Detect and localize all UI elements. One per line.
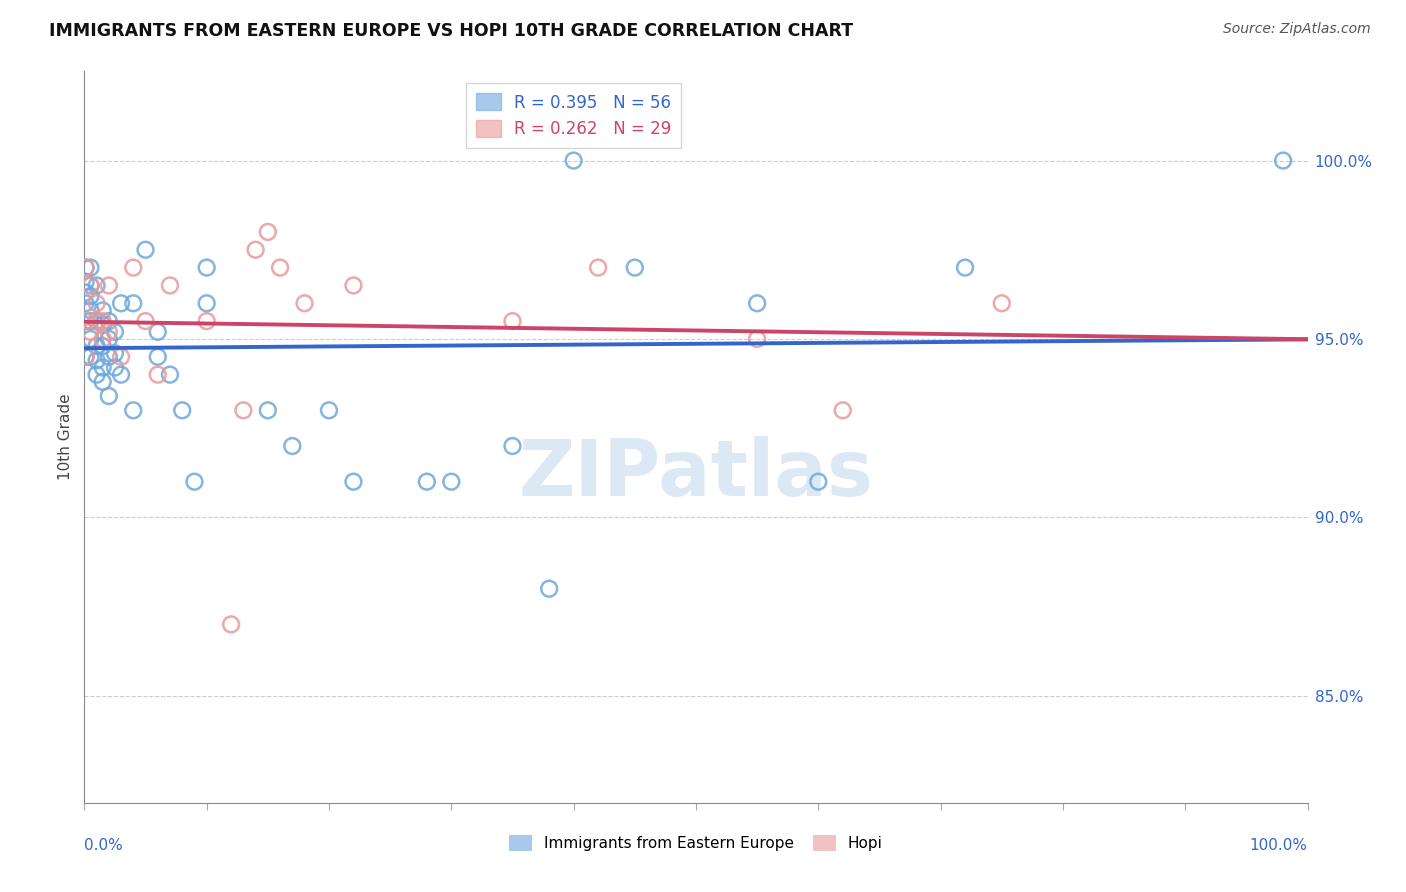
- Point: [991, 296, 1014, 310]
- Point: [440, 475, 463, 489]
- Text: Source: ZipAtlas.com: Source: ZipAtlas.com: [1223, 22, 1371, 37]
- Point: [104, 325, 127, 339]
- Text: 100.0%: 100.0%: [1250, 838, 1308, 853]
- Point: [91, 339, 114, 353]
- Point: [75, 314, 97, 328]
- Y-axis label: 10th Grade: 10th Grade: [58, 393, 73, 481]
- Point: [79, 278, 101, 293]
- Point: [75, 275, 97, 289]
- Point: [342, 475, 364, 489]
- Point: [91, 360, 114, 375]
- Text: IMMIGRANTS FROM EASTERN EUROPE VS HOPI 10TH GRADE CORRELATION CHART: IMMIGRANTS FROM EASTERN EUROPE VS HOPI 1…: [49, 22, 853, 40]
- Point: [75, 350, 97, 364]
- Point: [747, 296, 769, 310]
- Point: [146, 368, 169, 382]
- Point: [807, 475, 830, 489]
- Point: [86, 339, 108, 353]
- Point: [86, 314, 108, 328]
- Point: [281, 439, 304, 453]
- Point: [195, 260, 218, 275]
- Point: [953, 260, 976, 275]
- Point: [538, 582, 561, 596]
- Point: [86, 278, 108, 293]
- Point: [86, 314, 108, 328]
- Point: [416, 475, 439, 489]
- Point: [75, 260, 97, 275]
- Text: ZIPatlas: ZIPatlas: [519, 435, 873, 512]
- Point: [79, 314, 101, 328]
- Point: [159, 278, 181, 293]
- Legend: Immigrants from Eastern Europe, Hopi: Immigrants from Eastern Europe, Hopi: [503, 830, 889, 857]
- Point: [97, 278, 120, 293]
- Point: [122, 403, 145, 417]
- Point: [831, 403, 853, 417]
- Point: [502, 314, 524, 328]
- Point: [91, 318, 114, 332]
- Point: [91, 375, 114, 389]
- Point: [75, 285, 97, 300]
- Point: [318, 403, 340, 417]
- Point: [219, 617, 242, 632]
- Point: [97, 325, 120, 339]
- Point: [232, 403, 254, 417]
- Point: [245, 243, 267, 257]
- Point: [562, 153, 585, 168]
- Point: [97, 350, 120, 364]
- Point: [75, 296, 97, 310]
- Point: [97, 314, 120, 328]
- Point: [110, 350, 132, 364]
- Point: [502, 439, 524, 453]
- Point: [146, 350, 169, 364]
- Point: [79, 289, 101, 303]
- Point: [624, 260, 647, 275]
- Point: [110, 296, 132, 310]
- Point: [91, 332, 114, 346]
- Text: 0.0%: 0.0%: [84, 838, 124, 853]
- Point: [195, 296, 218, 310]
- Point: [75, 260, 97, 275]
- Point: [172, 403, 194, 417]
- Point: [75, 350, 97, 364]
- Point: [97, 332, 120, 346]
- Point: [1272, 153, 1295, 168]
- Point: [110, 368, 132, 382]
- Point: [97, 389, 120, 403]
- Point: [86, 296, 108, 310]
- Point: [79, 325, 101, 339]
- Point: [104, 360, 127, 375]
- Point: [104, 346, 127, 360]
- Point: [269, 260, 291, 275]
- Point: [79, 260, 101, 275]
- Point: [135, 314, 157, 328]
- Point: [86, 368, 108, 382]
- Point: [86, 353, 108, 368]
- Point: [294, 296, 316, 310]
- Point: [79, 332, 101, 346]
- Point: [257, 225, 280, 239]
- Point: [146, 325, 169, 339]
- Point: [159, 368, 181, 382]
- Point: [79, 303, 101, 318]
- Point: [747, 332, 769, 346]
- Point: [122, 296, 145, 310]
- Point: [79, 278, 101, 293]
- Point: [257, 403, 280, 417]
- Point: [342, 278, 364, 293]
- Point: [135, 243, 157, 257]
- Point: [79, 350, 101, 364]
- Point: [586, 260, 609, 275]
- Point: [75, 314, 97, 328]
- Point: [91, 314, 114, 328]
- Point: [183, 475, 205, 489]
- Point: [195, 314, 218, 328]
- Point: [122, 260, 145, 275]
- Point: [91, 303, 114, 318]
